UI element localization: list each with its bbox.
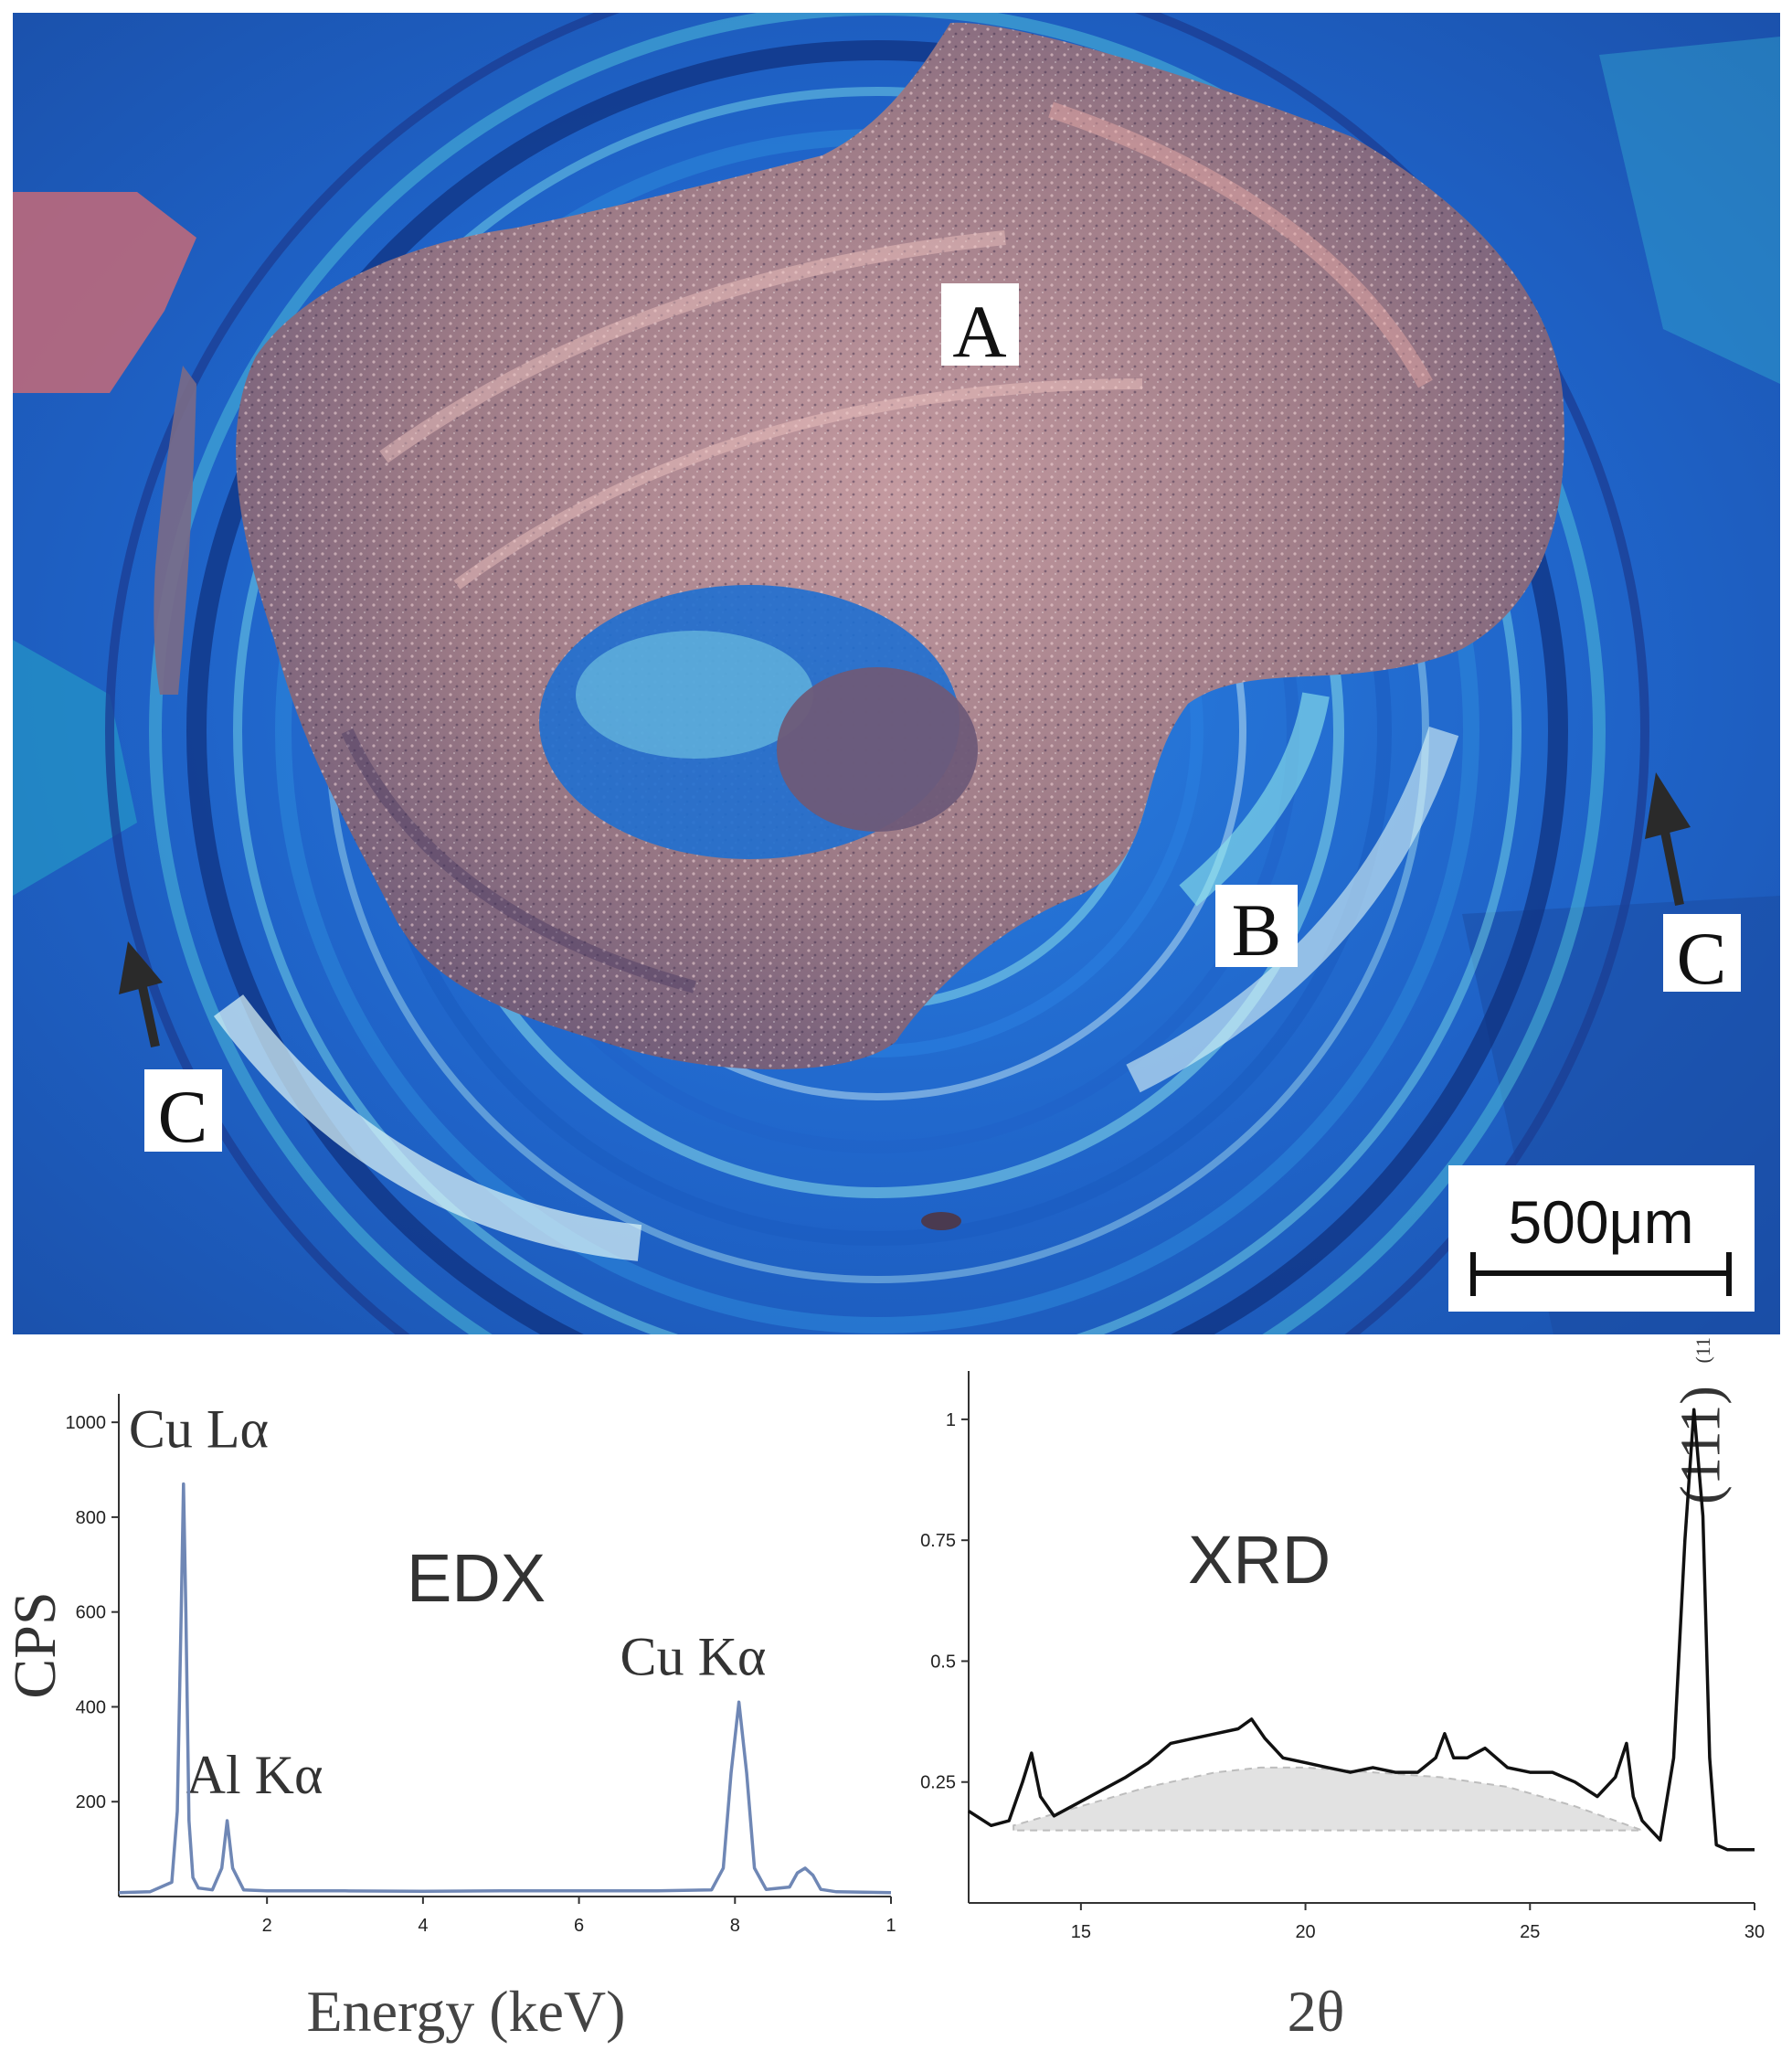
x-tick-label: 15 <box>1071 1922 1091 1942</box>
edx-annotations: Cu Lα Al Kα Cu Kα <box>129 1399 767 1805</box>
deposit-streaks <box>341 101 1433 994</box>
xrd-title: XRD <box>1188 1522 1331 1598</box>
debris-particle <box>921 1212 961 1230</box>
bright-wear-arc <box>1126 726 1459 1093</box>
grain-patch <box>13 192 196 393</box>
label-C-left: C <box>144 1069 222 1158</box>
transfer-layer-texture <box>236 22 1564 1069</box>
xrd-series <box>968 1408 1755 1852</box>
x-tick-label: 4 <box>418 1916 428 1936</box>
y-tick-label: 1 <box>946 1410 956 1430</box>
y-tick-label: 0.75 <box>920 1531 956 1551</box>
edx-ticks: 2 4 6 8 1 200 400 600 800 1000 <box>66 1413 896 1936</box>
edx-chart: EDX Energy (keV) CPS 2 4 6 8 1 200 400 600 800 10… <box>2 1394 896 2044</box>
y-tick-label: 0.25 <box>920 1773 956 1793</box>
annotation-label: Cu Lα <box>129 1399 269 1460</box>
svg-text:C: C <box>1677 917 1727 1000</box>
y-tick-label: 200 <box>76 1792 106 1812</box>
y-tick-label: 1000 <box>66 1413 107 1433</box>
y-tick-label: 800 <box>76 1508 106 1528</box>
x-tick-label: 6 <box>574 1916 584 1936</box>
annotation-label: (11 <box>1691 1337 1714 1364</box>
svg-text:C: C <box>158 1075 208 1158</box>
edge-debris <box>154 366 196 695</box>
arrow-left <box>119 941 163 1048</box>
svg-text:A: A <box>952 290 1006 373</box>
series-0-line <box>118 1482 892 1895</box>
svg-text:B: B <box>1232 888 1282 972</box>
x-tick-label: 20 <box>1295 1922 1315 1942</box>
x-tick-label: 2 <box>262 1916 272 1936</box>
micrograph: A B C C 500μm <box>13 13 1780 1334</box>
svg-text:500μm: 500μm <box>1508 1188 1693 1256</box>
y-tick-label: 600 <box>76 1603 106 1623</box>
scale-bar: 500μm <box>1448 1165 1755 1312</box>
x-tick-label: 25 <box>1520 1922 1540 1942</box>
edx-series <box>118 1482 892 1895</box>
edx-title: EDX <box>407 1540 546 1616</box>
edx-x-label: Energy (keV) <box>307 1979 626 2044</box>
y-tick-label: 400 <box>76 1697 106 1717</box>
x-tick-label: 1 <box>885 1916 896 1936</box>
arrow-right <box>1645 772 1691 906</box>
central-deposit-island <box>777 667 978 832</box>
series-1-area <box>1013 1766 1644 1832</box>
series-0-line <box>968 1408 1755 1852</box>
annotation-label: Al Kα <box>186 1745 323 1805</box>
xrd-x-label: 2θ <box>1288 1979 1345 2044</box>
x-tick-label: 8 <box>730 1916 740 1936</box>
label-B: B <box>1215 885 1298 972</box>
xrd-ticks: 15 20 25 30 0.25 0.5 0.75 1 <box>920 1410 1765 1942</box>
y-tick-label: 0.5 <box>930 1652 956 1672</box>
label-C-right: C <box>1663 914 1741 1000</box>
grain-patch <box>1599 37 1780 384</box>
bright-wear-arc <box>213 994 642 1261</box>
edx-y-label: CPS <box>2 1591 69 1698</box>
bright-wear-arc <box>1179 692 1330 907</box>
central-wear-pocket-highlight <box>576 631 813 759</box>
annotation-label: Cu Kα <box>620 1626 767 1686</box>
label-A: A <box>941 283 1019 373</box>
xrd-chart: XRD 2θ 15 20 25 300.250.50.751 (111)(11 <box>920 1337 1765 2044</box>
x-tick-label: 30 <box>1744 1922 1765 1942</box>
